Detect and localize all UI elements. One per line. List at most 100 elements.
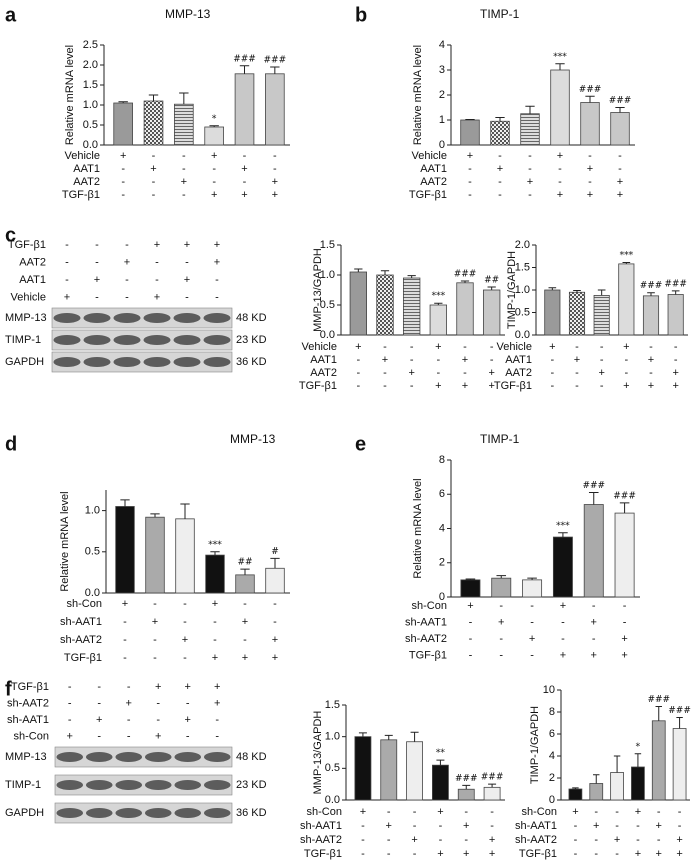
bar bbox=[115, 506, 135, 594]
condition-sign: + bbox=[242, 652, 248, 664]
y-tick-label: 0.5 bbox=[325, 762, 340, 774]
condition-sign: - bbox=[550, 380, 554, 392]
condition-sign: + bbox=[489, 848, 495, 860]
condition-sign: + bbox=[529, 633, 535, 645]
significance-label: *** bbox=[556, 521, 570, 531]
condition-sign: - bbox=[575, 367, 579, 379]
condition-sign: - bbox=[464, 834, 468, 846]
error-bar bbox=[597, 289, 606, 296]
band-label: MMP-13 bbox=[5, 312, 47, 324]
condition-sign: + bbox=[150, 163, 156, 175]
error-bar bbox=[548, 287, 557, 290]
condition-sign: - bbox=[186, 730, 190, 742]
condition-sign: - bbox=[123, 634, 127, 646]
condition-sign: - bbox=[156, 697, 160, 709]
condition-sign: - bbox=[624, 367, 628, 379]
band-size: 48 KD bbox=[236, 751, 267, 763]
condition-sign: - bbox=[623, 616, 627, 628]
condition-sign: - bbox=[213, 634, 217, 646]
condition-sign: - bbox=[649, 367, 653, 379]
condition-label: sh-Con bbox=[67, 598, 102, 610]
condition-sign: - bbox=[499, 633, 503, 645]
condition-sign: - bbox=[436, 354, 440, 366]
blot-band bbox=[203, 335, 231, 345]
blot-band bbox=[173, 357, 201, 367]
condition-sign: - bbox=[618, 163, 622, 175]
bar bbox=[580, 102, 600, 146]
condition-sign: + bbox=[648, 354, 654, 366]
condition-sign: - bbox=[558, 176, 562, 188]
significance-label: *** bbox=[432, 292, 446, 302]
condition-sign: + bbox=[355, 341, 361, 353]
bar bbox=[618, 263, 635, 336]
chart-title: MMP-13 bbox=[230, 432, 276, 446]
condition-label: AAT1 bbox=[73, 163, 100, 175]
condition-sign: - bbox=[361, 834, 365, 846]
significance-label: ## bbox=[484, 276, 499, 286]
condition-sign: + bbox=[272, 652, 278, 664]
significance-label: *** bbox=[553, 52, 567, 62]
condition-sign: + bbox=[591, 616, 597, 628]
blot-band bbox=[203, 313, 231, 323]
band-label: MMP-13 bbox=[5, 751, 47, 763]
condition-label: TGF-β1 bbox=[409, 649, 447, 661]
condition-sign: - bbox=[183, 598, 187, 610]
error-bar bbox=[465, 578, 476, 580]
condition-sign: - bbox=[68, 697, 72, 709]
condition-sign: + bbox=[155, 730, 161, 742]
y-tick-label: 2.5 bbox=[83, 39, 98, 51]
condition-sign: + bbox=[621, 633, 627, 645]
condition-label: sh-Con bbox=[522, 806, 557, 818]
condition-label: AAT1 bbox=[505, 354, 532, 366]
panel-letter: e bbox=[355, 433, 366, 455]
y-tick-label: 6 bbox=[439, 488, 445, 500]
condition-sign: + bbox=[635, 848, 641, 860]
error-bar bbox=[209, 125, 219, 127]
condition-label: sh-AAT1 bbox=[300, 820, 342, 832]
condition-sign: + bbox=[184, 274, 190, 286]
bar bbox=[406, 741, 423, 801]
blot-band bbox=[203, 752, 231, 762]
condition-sign: - bbox=[678, 820, 682, 832]
error-bar bbox=[573, 289, 581, 293]
bar bbox=[175, 518, 195, 594]
condition-sign: - bbox=[498, 176, 502, 188]
condition-sign: + bbox=[617, 189, 623, 201]
condition-sign: - bbox=[183, 652, 187, 664]
error-bar bbox=[407, 275, 416, 278]
condition-sign: + bbox=[463, 820, 469, 832]
panel-letter: d bbox=[5, 433, 17, 455]
error-bar bbox=[210, 551, 220, 556]
condition-sign: - bbox=[68, 714, 72, 726]
error-bar bbox=[588, 492, 599, 505]
condition-sign: - bbox=[499, 649, 503, 661]
condition-sign: + bbox=[242, 616, 248, 628]
condition-sign: + bbox=[211, 150, 217, 162]
error-bar bbox=[410, 731, 419, 742]
bar bbox=[205, 554, 225, 594]
significance-label: ### bbox=[613, 491, 636, 501]
error-bar bbox=[150, 513, 160, 518]
error-bar bbox=[380, 270, 390, 275]
condition-sign: - bbox=[469, 616, 473, 628]
condition-sign: - bbox=[410, 341, 414, 353]
y-tick-label: 1.0 bbox=[515, 284, 530, 296]
condition-sign: - bbox=[469, 633, 473, 645]
blot-band bbox=[174, 808, 202, 818]
y-tick-label: 6 bbox=[549, 728, 555, 740]
condition-sign: - bbox=[594, 848, 598, 860]
condition-sign: + bbox=[437, 848, 443, 860]
condition-sign: - bbox=[182, 189, 186, 201]
y-tick-label: 4 bbox=[439, 39, 445, 51]
condition-sign: + bbox=[241, 163, 247, 175]
y-tick-label: 0.5 bbox=[85, 546, 100, 558]
condition-sign: - bbox=[243, 598, 247, 610]
condition-label: sh-AAT1 bbox=[515, 820, 557, 832]
condition-label: TGF-β1 bbox=[62, 189, 100, 201]
condition-sign: - bbox=[95, 256, 99, 268]
condition-sign: - bbox=[463, 367, 467, 379]
condition-label: sh-AAT2 bbox=[7, 697, 49, 709]
condition-sign: - bbox=[387, 806, 391, 818]
blot-band bbox=[83, 313, 111, 323]
